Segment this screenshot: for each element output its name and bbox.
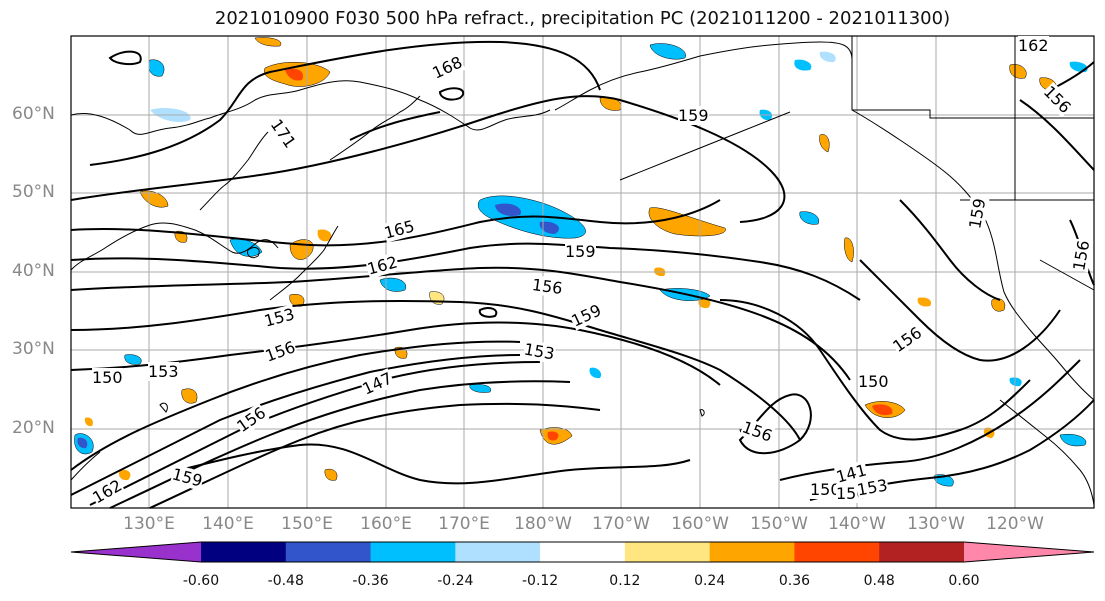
colorbar-tick-label: 0.48 (863, 573, 895, 589)
lon-label: 150°E (281, 514, 333, 534)
lat-label: 50°N (12, 182, 55, 202)
colorbar-tick-label: -0.48 (267, 573, 304, 589)
lon-label: 160°W (671, 514, 729, 534)
lon-label: 160°E (360, 514, 412, 534)
lon-label: 140°W (828, 514, 886, 534)
contour-label: 150 (858, 372, 889, 391)
colorbar-swatch (879, 542, 965, 562)
lon-label: 120°W (986, 514, 1044, 534)
colorbar-swatch (201, 542, 287, 562)
colorbar-swatch (540, 542, 626, 562)
lat-label: 20°N (12, 418, 55, 438)
lon-label: 150°W (750, 514, 808, 534)
map-panel (70, 35, 1095, 509)
lon-label: 130°W (907, 514, 965, 534)
colorbar-extend-low (71, 542, 201, 562)
colorbar-swatch (370, 542, 456, 562)
contour-label: 153 (148, 362, 179, 381)
colorbar-tick-label: 0.24 (694, 573, 726, 589)
colorbar-swatch (455, 542, 541, 562)
colorbar-swatch (285, 542, 372, 562)
contour-label: 162 (1018, 36, 1049, 55)
colorbar-tick-label: -0.12 (521, 573, 559, 589)
colorbar-tick-label: -0.24 (437, 573, 474, 589)
colorbar (70, 541, 1095, 563)
lon-label: 140°E (202, 514, 254, 534)
colorbar-swatch (624, 542, 711, 562)
lon-label: 170°E (438, 514, 490, 534)
contour-label: 150 (810, 480, 841, 499)
lon-label: 170°W (592, 514, 650, 534)
colorbar-tick-label: -0.36 (352, 573, 389, 589)
map-title: 2021010900 F030 500 hPa refract., precip… (214, 8, 951, 29)
colorbar-tick-label: 0.60 (948, 573, 980, 589)
colorbar-tick-label: 0.36 (778, 573, 811, 589)
contour-label: 159 (678, 106, 709, 125)
lon-label: 180°W (514, 514, 572, 534)
colorbar-extend-high (964, 542, 1094, 562)
colorbar-tick-label: -0.60 (182, 573, 220, 589)
contour-label: 150 (92, 368, 123, 387)
colorbar-swatch (794, 542, 880, 562)
lat-label: 60°N (12, 104, 55, 124)
lon-label: 130°E (123, 514, 175, 534)
colorbar-swatch (709, 542, 795, 562)
contour-label: 156 (530, 274, 564, 299)
lat-label: 30°N (12, 339, 55, 359)
lat-label: 40°N (12, 261, 55, 281)
colorbar-tick-label: 0.12 (609, 573, 641, 589)
coastlines (70, 36, 1095, 506)
contour-label: 159 (565, 242, 596, 261)
